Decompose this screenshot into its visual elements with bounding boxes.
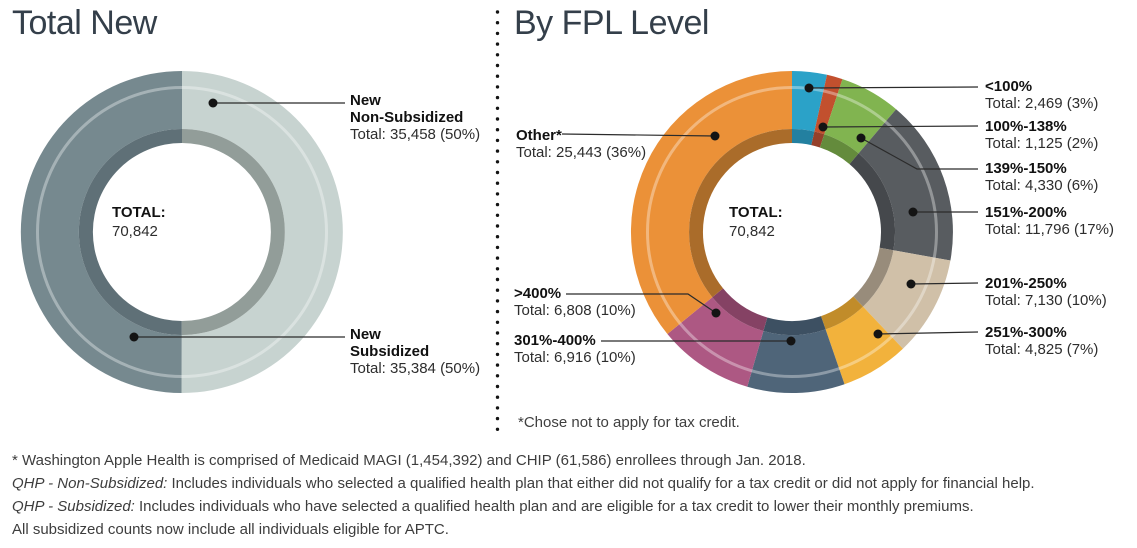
- footnote-line: All subsidized counts now include all in…: [12, 518, 1035, 541]
- total-label: TOTAL:: [729, 204, 783, 221]
- left-donut-center-total: TOTAL: 70,842: [112, 203, 166, 241]
- donut-segment-inner-shadow: [811, 131, 825, 148]
- label-139-150: 139%-150% Total: 4,330 (6%): [985, 160, 1098, 194]
- callout-dot: [906, 279, 916, 289]
- segment-label-total: Total: 4,330 (6%): [985, 177, 1099, 194]
- segment-label-title: 100%-138%: [985, 118, 1067, 135]
- donut-segment: [792, 70, 827, 132]
- donut-segment-inner-shadow: [853, 247, 894, 307]
- callout-leader-line: [860, 137, 978, 170]
- segment-label-total: Total: 6,916 (10%): [514, 349, 636, 366]
- callout-dot: [873, 329, 883, 339]
- donut-highlight-ring: [646, 86, 938, 378]
- label-lt-100: <100% Total: 2,469 (3%): [985, 78, 1098, 112]
- donut-segment-inner-shadow: [181, 129, 285, 336]
- donut-segment: [863, 250, 951, 349]
- footnote-line: QHP - Non-Subsidized: Includes individua…: [12, 472, 1035, 495]
- footnote-text: * Washington Apple Health is comprised o…: [12, 452, 806, 469]
- label-251-300: 251%-300% Total: 4,825 (7%): [985, 324, 1098, 358]
- left-chart-title: Total New: [12, 4, 157, 42]
- segment-label-total: Total: 7,130 (10%): [985, 292, 1107, 309]
- footnote-lead: QHP - Subsidized:: [12, 498, 135, 515]
- segment-label-title: <100%: [985, 78, 1033, 95]
- segment-label-total: Total: 4,825 (7%): [985, 341, 1099, 358]
- donut-segment: [667, 297, 764, 387]
- callout-dot: [856, 133, 866, 143]
- callout-leader-line: [910, 282, 979, 285]
- segment-label-title: New Subsidized: [350, 326, 430, 360]
- label-301-400: 301%-400% Total: 6,916 (10%): [514, 332, 636, 366]
- footnote-text: All subsidized counts now include all in…: [12, 521, 449, 538]
- segment-label-total: Total: 6,808 (10%): [514, 302, 636, 319]
- callout-dot: [818, 122, 828, 132]
- donut-segment: [824, 79, 897, 154]
- callout-dot: [804, 83, 814, 93]
- donut-segment-inner-shadow: [763, 316, 826, 336]
- callout-dot: [129, 332, 139, 342]
- donut-segment-inner-shadow: [819, 134, 859, 165]
- footnote-line: QHP - Subsidized: Includes individuals w…: [12, 495, 1035, 518]
- callout-dot: [786, 336, 796, 346]
- right-donut-center-total: TOTAL: 70,842: [729, 203, 783, 241]
- donut-segment: [20, 70, 183, 394]
- segment-label-title: 251%-300%: [985, 324, 1067, 341]
- segment-label-total: Total: 25,443 (36%): [516, 144, 647, 161]
- callout-leader-line: [877, 331, 979, 335]
- segment-label-title: 201%-250%: [985, 275, 1067, 292]
- donut-segment: [747, 329, 845, 394]
- donut-segment: [630, 71, 792, 334]
- label-gt-400: >400% Total: 6,808 (10%): [514, 285, 636, 319]
- segment-label-total: Total: 11,796 (17%): [985, 221, 1114, 238]
- callout-dot: [908, 207, 918, 217]
- donut-segment: [181, 71, 343, 394]
- tax-credit-footnote: *Chose not to apply for tax credit.: [518, 414, 740, 431]
- donut-segment: [814, 74, 843, 135]
- donut-segment-inner-shadow: [792, 129, 815, 146]
- label-new-subsidized: New Subsidized Total: 35,384 (50%): [350, 326, 480, 377]
- total-label: TOTAL:: [112, 204, 166, 221]
- segment-label-total: Total: 35,458 (50%): [350, 126, 481, 143]
- callout-dot: [711, 308, 721, 318]
- segment-label-total: Total: 35,384 (50%): [350, 360, 481, 377]
- segment-label-title: >400%: [514, 285, 562, 302]
- callout-leader-line: [561, 133, 716, 137]
- segment-label-title: New Non-Subsidized: [350, 92, 464, 126]
- segment-label-title: 301%-400%: [514, 332, 596, 349]
- donut-segment: [858, 109, 953, 261]
- donut-highlight-ring: [36, 86, 328, 378]
- right-chart-title: By FPL Level: [514, 4, 709, 42]
- label-100-138: 100%-138% Total: 1,125 (2%): [985, 118, 1098, 152]
- callout-leader-line: [808, 86, 979, 89]
- segment-label-title: Other*: [516, 127, 562, 144]
- label-other: Other* Total: 25,443 (36%): [516, 127, 646, 161]
- footnote-text: Includes individuals who selected a qual…: [167, 475, 1035, 492]
- footnotes-block: * Washington Apple Health is comprised o…: [12, 449, 1035, 541]
- callout-dot: [208, 98, 218, 108]
- segment-label-total: Total: 2,469 (3%): [985, 95, 1099, 112]
- footnote-text: Includes individuals who have selected a…: [134, 498, 974, 515]
- label-151-200: 151%-200% Total: 11,796 (17%): [985, 204, 1114, 238]
- footnote-lead: QHP - Non-Subsidized:: [12, 475, 168, 492]
- callout-leader-line: [822, 125, 979, 128]
- footnote-line: * Washington Apple Health is comprised o…: [12, 449, 1035, 472]
- donut-segment-inner-shadow: [78, 128, 182, 335]
- segment-label-title: 151%-200%: [985, 204, 1067, 221]
- segment-label-title: 139%-150%: [985, 160, 1067, 177]
- donut-segment: [825, 306, 903, 385]
- donut-segment-inner-shadow: [712, 288, 768, 331]
- callout-leader-line: [566, 293, 717, 314]
- segment-label-total: Total: 1,125 (2%): [985, 135, 1099, 152]
- donut-segment-inner-shadow: [689, 129, 792, 298]
- total-value: 70,842: [112, 223, 158, 240]
- callout-dot: [710, 131, 720, 141]
- total-value: 70,842: [729, 223, 775, 240]
- donut-segment-inner-shadow: [821, 296, 863, 330]
- donut-segment-inner-shadow: [849, 153, 896, 251]
- label-201-250: 201%-250% Total: 7,130 (10%): [985, 275, 1107, 309]
- label-new-non-subsidized: New Non-Subsidized Total: 35,458 (50%): [350, 92, 480, 143]
